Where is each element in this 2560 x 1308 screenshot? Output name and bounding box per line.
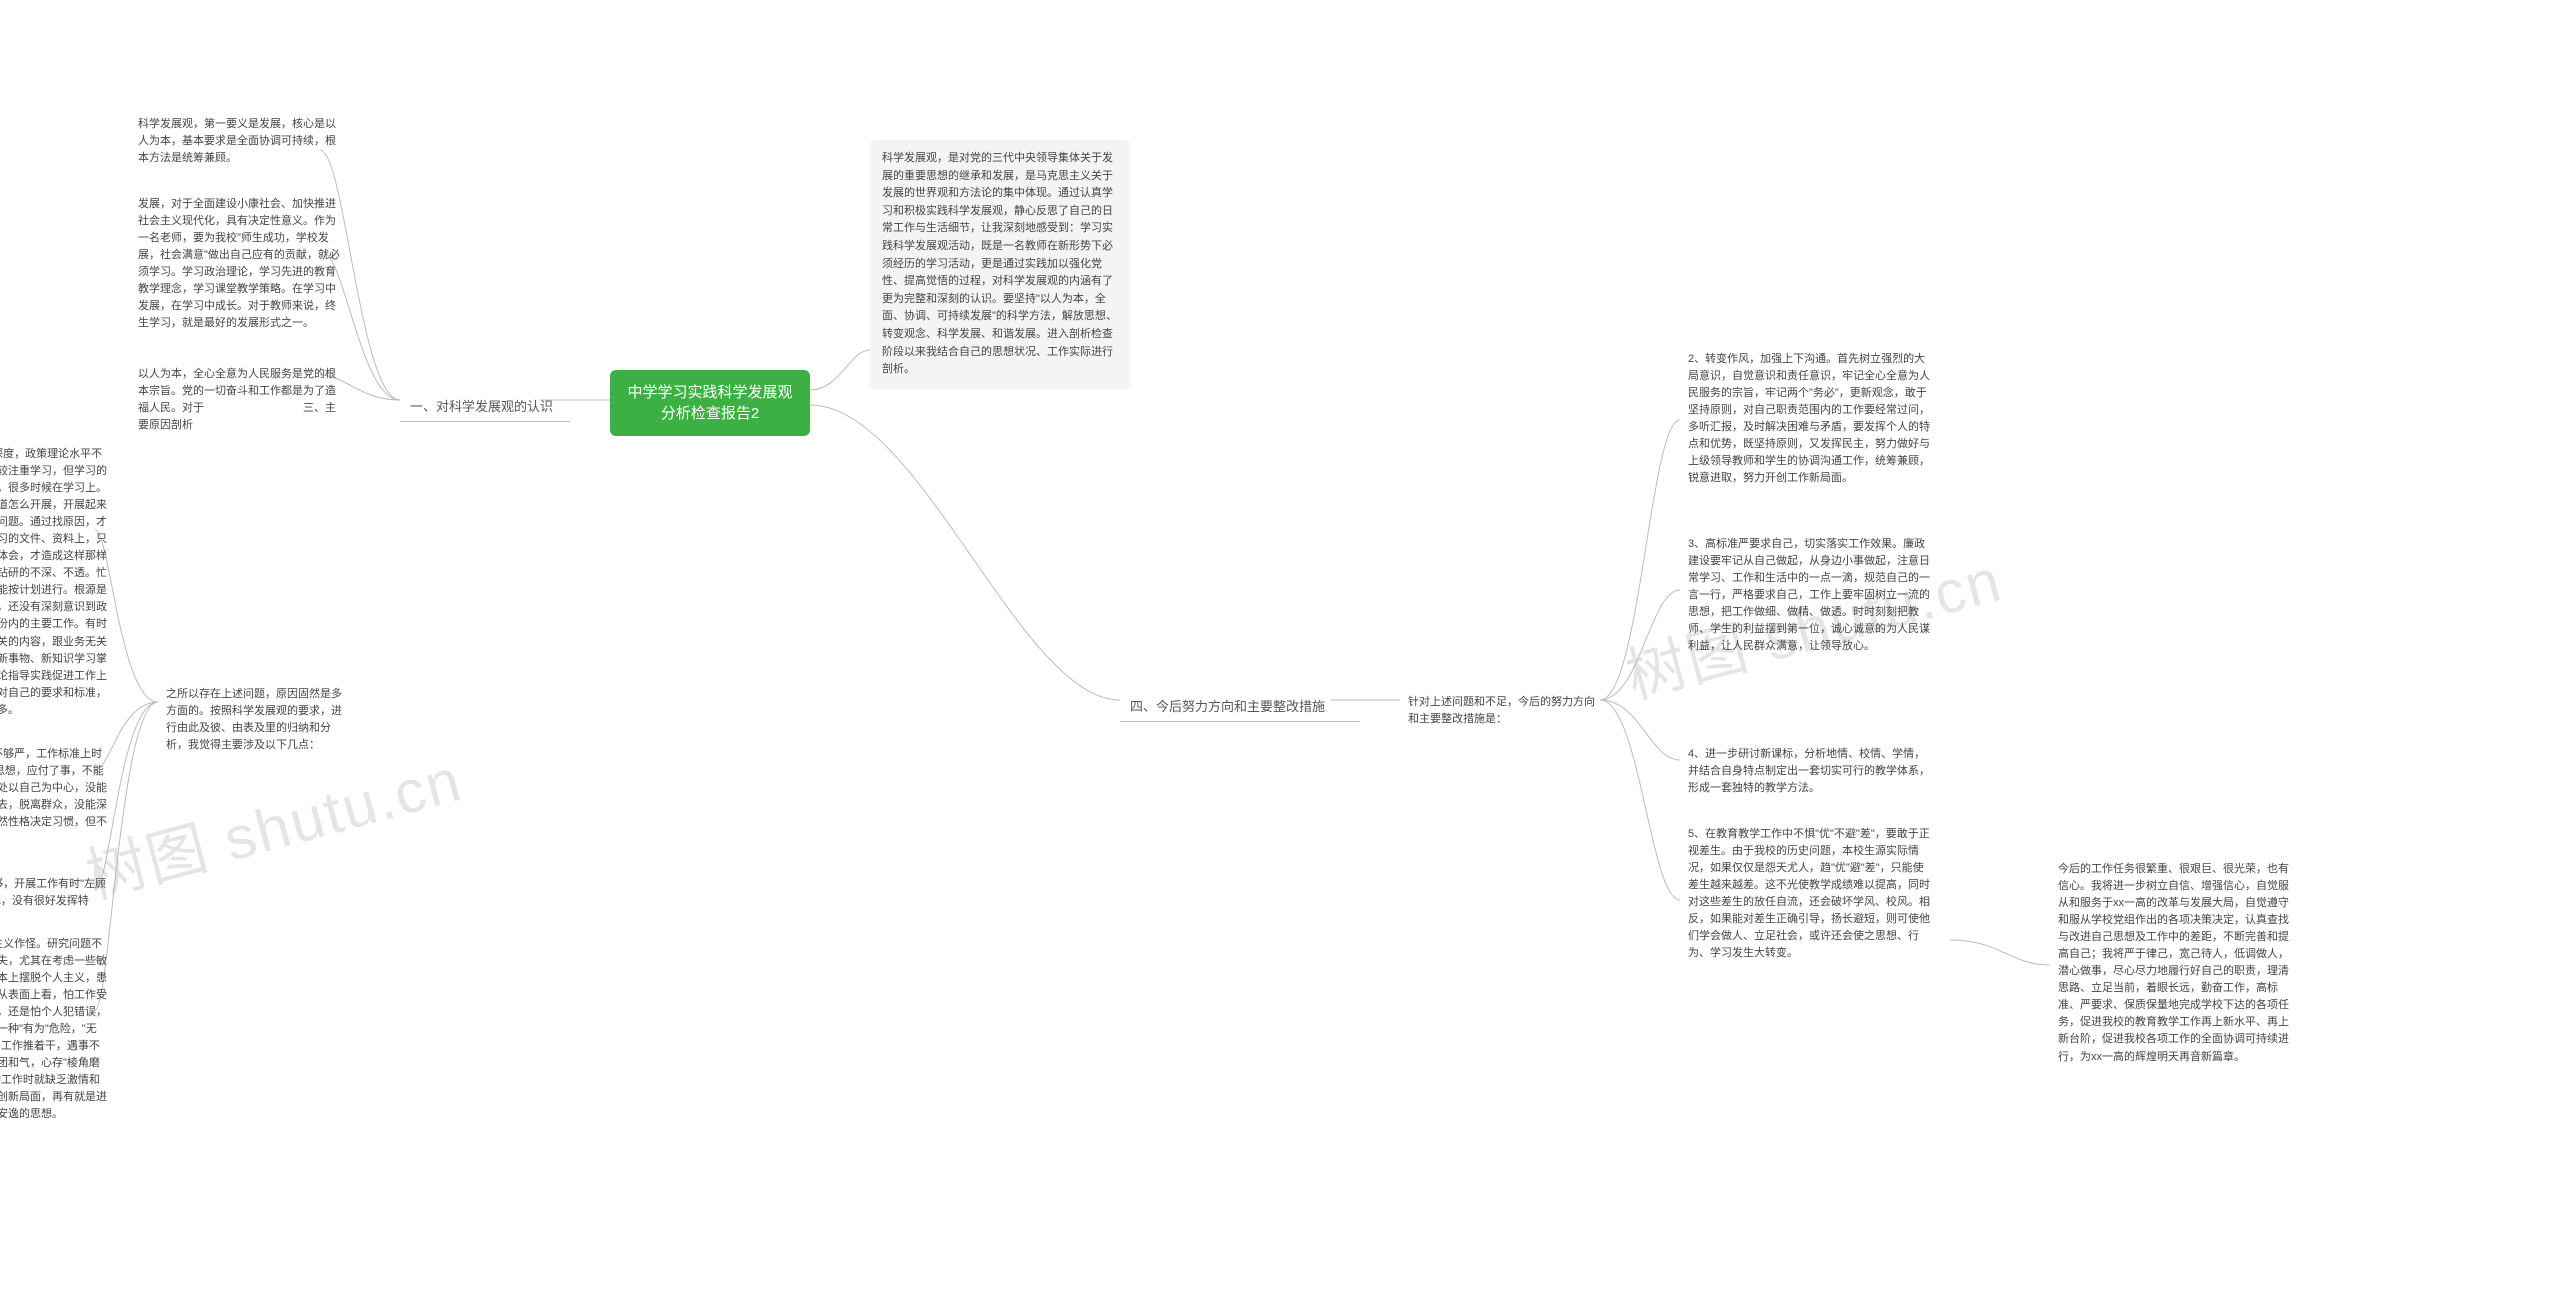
- left-point-4: 4、个人主义和自由主义作怪。研究问题不能排除个人的利害得失，尤其在考虑一些敏感问…: [0, 930, 115, 1130]
- root-node[interactable]: 中学学习实践科学发展观 分析检查报告2: [610, 370, 810, 436]
- left-point-2: 2、有时对自己要求不够严，工作标准上时高时低，有"随大流"思想，应付了事，不能从…: [0, 740, 115, 854]
- left-point-3: 3、解放思想做得不够，开展工作有时"左顾右盼"，自己束缚自己，没有很好发挥特长。: [0, 870, 115, 933]
- left-item-2: 以人为本，全心全意为人民服务是党的根本宗旨。党的一切奋斗和工作都是为了造福人民。…: [130, 360, 350, 440]
- root-title: 中学学习实践科学发展观 分析检查报告2: [627, 384, 792, 422]
- branch-left-label-text: 一、对科学发展观的认识: [410, 399, 553, 414]
- branch-left-label[interactable]: 一、对科学发展观的认识: [400, 390, 570, 422]
- left-item-1: 发展，对于全面建设小康社会、加快推进社会主义现代化，具有决定性意义。作为一名老师…: [130, 190, 350, 338]
- right-point-5: 5、在教育教学工作中不惧"优"不避"差"，要敢于正视差生。由于我校的历史问题，本…: [1680, 820, 1940, 968]
- branch-right-label-text: 四、今后努力方向和主要整改措施: [1130, 699, 1325, 714]
- branch-right-intro: 针对上述问题和不足，今后的努力方向和主要整改措施是：: [1400, 688, 1610, 734]
- connector-lines: [0, 0, 2560, 1308]
- left-side-intro: 之所以存在上述问题，原因固然是多方面的。按照科学发展观的要求，进行由此及彼、由表…: [158, 680, 358, 760]
- left-point-1: 1、对理论学习缺乏深度，政策理论水平不够高。虽然平时也比较注重学习，但学习的内容…: [0, 440, 115, 725]
- left-item-0: 科学发展观，第一要义是发展，核心是以人为本，基本要求是全面协调可持续，根本方法是…: [130, 110, 350, 173]
- right-intro-text: 科学发展观，是对党的三代中央领导集体关于发展的重要思想的继承和发展，是马克思主义…: [882, 152, 1117, 375]
- branch-right-label[interactable]: 四、今后努力方向和主要整改措施: [1120, 690, 1360, 722]
- right-point-3: 3、高标准严要求自己，切实落实工作效果。廉政建设要牢记从自己做起，从身边小事做起…: [1680, 530, 1940, 661]
- right-intro-box: 科学发展观，是对党的三代中央领导集体关于发展的重要思想的继承和发展，是马克思主义…: [870, 140, 1130, 389]
- right-point-4: 4、进一步研讨新课标，分析地情、校情、学情，并结合自身特点制定出一套切实可行的教…: [1680, 740, 1940, 803]
- right-closing: 今后的工作任务很繁重、很艰巨、很光荣，也有信心。我将进一步树立自信、增强信心，自…: [2050, 855, 2300, 1072]
- right-point-2: 2、转变作风，加强上下沟通。首先树立强烈的大局意识，自觉意识和责任意识，牢记全心…: [1680, 345, 1940, 493]
